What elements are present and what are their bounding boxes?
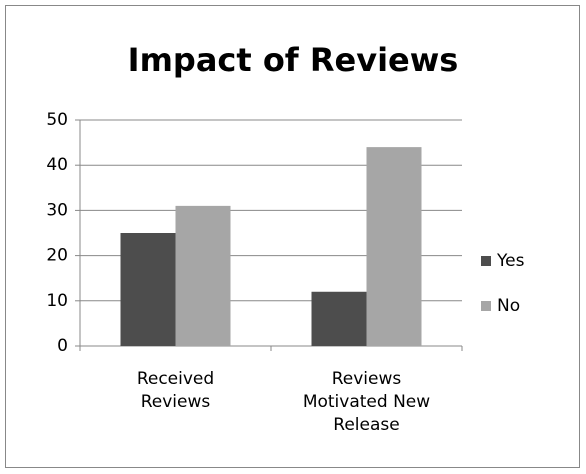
bar (120, 233, 176, 346)
y-tick-label: 0 (57, 336, 68, 356)
y-tick-label: 40 (46, 155, 68, 175)
legend-swatch (481, 256, 491, 266)
y-tick-label: 20 (46, 246, 68, 266)
bar (311, 291, 367, 346)
bar (366, 147, 422, 346)
y-tick-label: 30 (46, 200, 68, 220)
legend-label: Yes (496, 251, 525, 271)
bar (175, 205, 231, 346)
x-tick-label: Received Reviews (136, 369, 215, 412)
x-tick-label: Reviews Motivated New Release (302, 369, 431, 435)
y-tick-label: 10 (46, 291, 68, 311)
chart-title: Impact of Reviews (128, 41, 459, 79)
y-tick-label: 50 (46, 110, 68, 130)
legend-label: No (497, 296, 520, 316)
chart-frame (5, 5, 580, 468)
legend-swatch (481, 301, 491, 311)
